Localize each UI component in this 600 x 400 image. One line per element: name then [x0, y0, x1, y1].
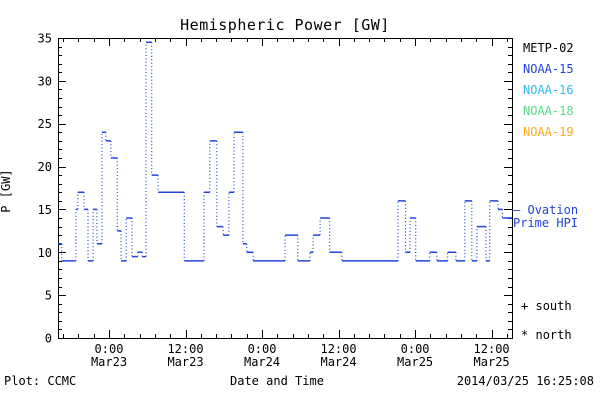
asterisk-symbol-icon: *: [521, 328, 529, 342]
legend-item-noaa-18: NOAA-18: [523, 104, 574, 118]
x-tick-date-label: Mar23: [167, 355, 203, 369]
ovation-label-line1: Ovation: [527, 203, 579, 217]
y-tick-label: 30: [38, 74, 52, 88]
x-axis-label: Date and Time: [230, 374, 324, 388]
legend-item-noaa-16: NOAA-16: [523, 83, 574, 97]
y-tick-label: 25: [38, 117, 52, 131]
plot-source-label: Plot: CCMC: [4, 374, 77, 388]
ovation-label-line2: Prime HPI: [513, 216, 579, 230]
x-tick-date-label: Mar25: [474, 355, 510, 369]
plot-timestamp: 2014/03/25 16:25:08: [456, 374, 594, 388]
x-tick-date-label: Mar24: [320, 355, 356, 369]
hpi-step-connectors: [61, 42, 503, 261]
y-tick-label: 35: [38, 32, 52, 46]
north-hemisphere-key: * north: [521, 328, 572, 342]
legend-item-metp-02: METP-02: [523, 41, 574, 55]
ovation-line-glyph: —: [513, 203, 521, 217]
ovation-prime-hpi-annotation: — Ovation Prime HPI: [513, 204, 599, 230]
x-tick-time-label: 12:00: [320, 342, 356, 356]
south-label: south: [535, 299, 572, 313]
y-axis-label: P [GW]: [0, 169, 13, 213]
y-tick-label: 20: [38, 160, 52, 174]
y-tick-label: 10: [38, 246, 52, 260]
legend-item-noaa-15: NOAA-15: [523, 62, 574, 76]
legend-item-noaa-19: NOAA-19: [523, 125, 574, 139]
x-tick-time-label: 12:00: [474, 342, 510, 356]
x-tick-time-label: 12:00: [167, 342, 203, 356]
south-hemisphere-key: + south: [521, 299, 572, 313]
y-tick-label: 5: [45, 289, 52, 303]
y-tick-label: 0: [45, 332, 52, 346]
y-tick-label: 15: [38, 203, 52, 217]
hpi-step-levels: [58, 41, 512, 262]
x-tick-date-label: Mar25: [397, 355, 433, 369]
chart-title: Hemispheric Power [GW]: [180, 16, 390, 34]
x-tick-date-label: Mar24: [244, 355, 280, 369]
plot-frame: [58, 38, 513, 339]
x-tick-date-label: Mar23: [91, 355, 127, 369]
north-label: north: [535, 328, 572, 342]
axis-ticks: [58, 38, 512, 339]
x-tick-time-label: 0:00: [95, 342, 124, 356]
x-tick-time-label: 0:00: [248, 342, 277, 356]
plus-symbol-icon: +: [521, 299, 529, 313]
x-tick-time-label: 0:00: [401, 342, 430, 356]
